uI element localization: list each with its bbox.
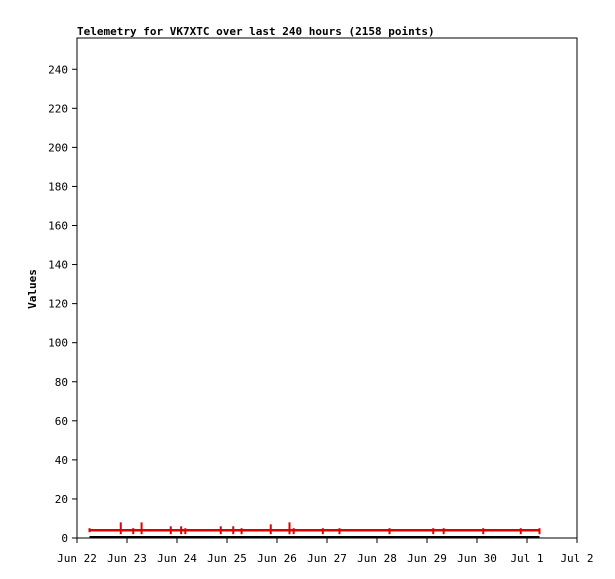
data-point — [132, 528, 135, 535]
data-point — [169, 526, 172, 535]
x-tick-label: Jun 27 — [307, 552, 347, 565]
x-axis: Jun 22 Jun 23 Jun 24 Jun 25 Jun 26 Jun 27 Jun … — [57, 538, 594, 565]
x-tick-label: Jun 22 — [57, 552, 97, 565]
data-point — [538, 528, 541, 535]
series-group — [88, 522, 541, 538]
y-tick-label: 240 — [48, 63, 68, 76]
x-tick-label: Jul 1 — [510, 552, 543, 565]
data-point — [338, 528, 341, 535]
data-point — [219, 526, 222, 535]
x-tick-label: Jun 23 — [107, 552, 147, 565]
y-tick-label: 220 — [48, 102, 68, 115]
data-point — [288, 522, 291, 535]
y-tick-label: 160 — [48, 220, 68, 233]
y-axis: 0 20 40 60 80 100 120 140 160 180 200 220 240 — [48, 63, 77, 545]
y-tick-label: 20 — [55, 493, 68, 506]
data-point — [140, 522, 143, 535]
data-point — [321, 528, 324, 535]
x-tick-label: Jun 29 — [407, 552, 447, 565]
y-tick-label: 60 — [55, 415, 68, 428]
x-tick-label: Jun 26 — [257, 552, 297, 565]
data-point — [482, 528, 485, 535]
data-point — [88, 528, 91, 533]
data-point — [292, 528, 295, 535]
data-point — [180, 526, 183, 535]
data-point — [388, 528, 391, 535]
x-tick-label: Jun 28 — [357, 552, 397, 565]
y-tick-label: 200 — [48, 141, 68, 154]
y-tick-label: 100 — [48, 337, 68, 350]
data-point — [184, 528, 187, 535]
x-tick-label: Jun 24 — [157, 552, 197, 565]
x-tick-label: Jun 30 — [457, 552, 497, 565]
data-point — [442, 528, 445, 535]
y-tick-label: 40 — [55, 454, 68, 467]
y-tick-label: 0 — [61, 532, 68, 545]
data-point — [119, 522, 122, 535]
data-point — [232, 526, 235, 535]
y-tick-label: 180 — [48, 180, 68, 193]
data-point — [240, 528, 243, 535]
x-tick-label: Jul 2 — [560, 552, 593, 565]
y-tick-label: 120 — [48, 298, 68, 311]
data-point — [269, 524, 272, 535]
y-axis-label: Values — [26, 269, 39, 309]
y-tick-label: 140 — [48, 259, 68, 272]
x-tick-label: Jun 25 — [207, 552, 247, 565]
data-point — [519, 528, 522, 535]
plot-area-frame — [76, 37, 578, 539]
data-point — [432, 528, 435, 535]
y-tick-label: 80 — [55, 376, 68, 389]
chart-title: Telemetry for VK7XTC over last 240 hours… — [77, 25, 435, 38]
